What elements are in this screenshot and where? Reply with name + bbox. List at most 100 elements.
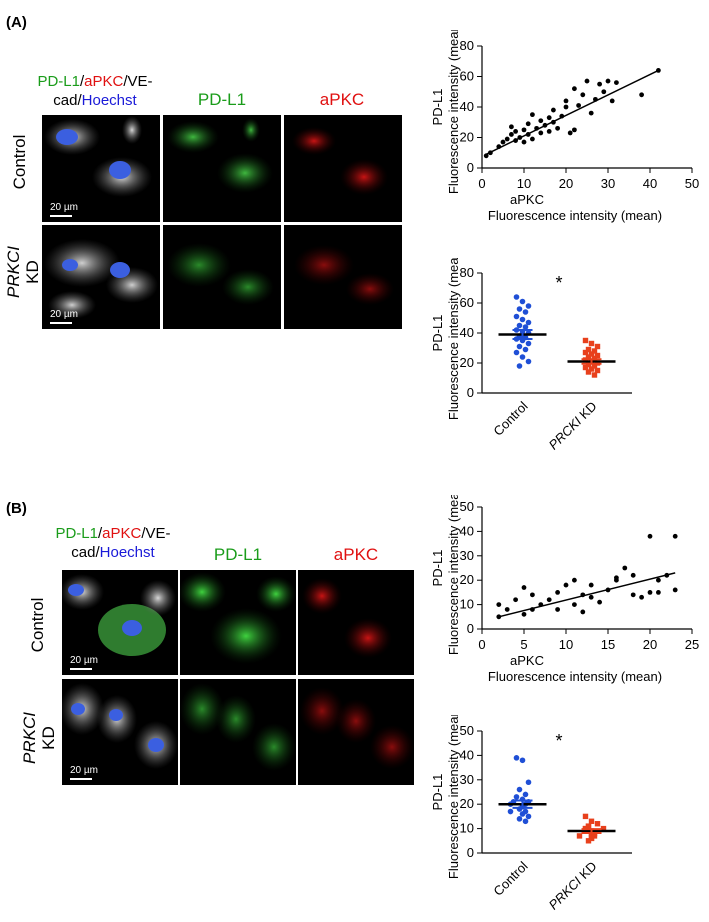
- y-axis-label: Fluorescence intensity (mean): [446, 30, 461, 194]
- data-point: [525, 340, 532, 347]
- panel-a-stain-legend: PD-L1/aPKC/VE- cad/Hoechst: [30, 72, 160, 110]
- y-tick-label: 50: [460, 723, 474, 738]
- data-point: [656, 590, 661, 595]
- scale-bar: [50, 322, 72, 324]
- data-point: [601, 89, 607, 95]
- data-point: [585, 354, 592, 360]
- y-tick-label: 30: [460, 548, 474, 563]
- data-point: [519, 298, 526, 305]
- y-axis-label: PD-L1: [430, 774, 445, 811]
- kd-suffix: KD: [39, 726, 58, 750]
- x-axis-label: aPKC: [510, 653, 544, 668]
- y-tick-label: 20: [460, 796, 474, 811]
- data-point: [525, 779, 532, 786]
- micrograph-b-kd-merge: 20 µm: [62, 679, 178, 785]
- data-point: [594, 367, 601, 374]
- data-point: [516, 306, 523, 312]
- data-point: [551, 107, 556, 113]
- panel-a-col-apkc: aPKC: [319, 90, 365, 109]
- data-point: [538, 130, 544, 136]
- micrograph-b-kd-apkc: [298, 679, 414, 785]
- y-axis-label: Fluorescence intensity (mean): [446, 258, 461, 420]
- x-tick-label: 0: [478, 637, 485, 652]
- legend-apkc: aPKC: [102, 525, 142, 542]
- x-tick-label: 0: [478, 176, 485, 191]
- data-point: [504, 607, 510, 612]
- data-point: [591, 833, 598, 839]
- y-tick-label: 80: [460, 265, 474, 280]
- y-axis-label: PD-L1: [430, 550, 445, 587]
- data-point: [622, 565, 628, 571]
- data-point: [588, 835, 595, 842]
- panel-a-row-control: Control: [10, 134, 29, 190]
- data-point: [538, 602, 544, 607]
- kd-gene: PRKCI: [20, 712, 39, 764]
- data-point: [530, 592, 535, 598]
- data-point: [551, 119, 556, 125]
- data-point: [588, 110, 594, 116]
- data-point: [591, 372, 598, 378]
- data-point: [513, 794, 520, 800]
- y-tick-label: 60: [460, 69, 474, 84]
- significance-marker: *: [555, 273, 562, 293]
- data-point: [580, 609, 586, 615]
- panel-b-col-pd-l1: PD-L1: [213, 545, 263, 564]
- y-tick-label: 20: [460, 130, 474, 145]
- y-tick-label: 10: [460, 821, 474, 836]
- data-point: [594, 343, 601, 350]
- data-point: [496, 144, 502, 150]
- micrograph-a-kd-merge: 20 µm: [42, 225, 160, 329]
- data-point: [639, 594, 644, 600]
- micrograph-b-control-apkc: [298, 570, 414, 675]
- y-axis-label: PD-L1: [430, 89, 445, 126]
- data-point: [517, 135, 523, 140]
- data-point: [630, 572, 636, 578]
- legend-cad: cad/: [53, 92, 82, 109]
- data-point: [513, 129, 518, 134]
- regression-line: [498, 572, 676, 618]
- y-tick-label: 0: [467, 385, 474, 400]
- x-category-label: Control: [490, 858, 530, 898]
- y-tick-label: 10: [460, 597, 474, 612]
- data-point: [516, 363, 523, 369]
- data-point: [572, 127, 577, 133]
- data-point: [504, 136, 510, 142]
- y-tick-label: 50: [460, 499, 474, 514]
- legend-hoechst: Hoechst: [99, 544, 155, 561]
- y-axis-label: Fluorescence intensity (mean): [446, 715, 461, 879]
- data-point: [522, 791, 529, 798]
- data-point: [605, 587, 611, 593]
- data-point: [516, 816, 523, 822]
- x-tick-label: 30: [601, 176, 615, 191]
- data-point: [572, 86, 577, 92]
- x-tick-label: 20: [559, 176, 573, 191]
- chart-b-dotplot: 0 10 20 30 40 50 PD-L1 Fluorescence intensity (…: [430, 715, 632, 913]
- y-tick-label: 40: [460, 99, 474, 114]
- x-tick-label: 25: [685, 637, 699, 652]
- data-point: [519, 811, 526, 817]
- data-point: [567, 130, 573, 136]
- data-point: [519, 316, 526, 323]
- data-point: [572, 602, 577, 607]
- scale-label: 20 µm: [70, 655, 98, 666]
- data-point: [591, 363, 598, 369]
- data-point: [582, 813, 589, 820]
- data-point: [525, 303, 532, 309]
- data-point: [542, 122, 548, 128]
- data-point: [509, 132, 514, 137]
- data-point: [630, 592, 636, 598]
- data-point: [588, 340, 595, 347]
- data-point: [588, 366, 595, 372]
- data-point: [546, 597, 552, 603]
- data-point: [538, 118, 544, 124]
- scale-bar: [50, 215, 72, 217]
- scale-label: 20 µm: [70, 765, 98, 776]
- data-point: [516, 343, 523, 350]
- kd-suffix: KD: [23, 260, 42, 284]
- x-tick-label: 15: [601, 637, 615, 652]
- data-point: [582, 349, 589, 356]
- x-tick-label: 20: [643, 637, 657, 652]
- x-axis-label: Fluorescence intensity (mean): [488, 208, 662, 223]
- scale-label: 20 µm: [50, 309, 78, 320]
- data-point: [507, 808, 514, 815]
